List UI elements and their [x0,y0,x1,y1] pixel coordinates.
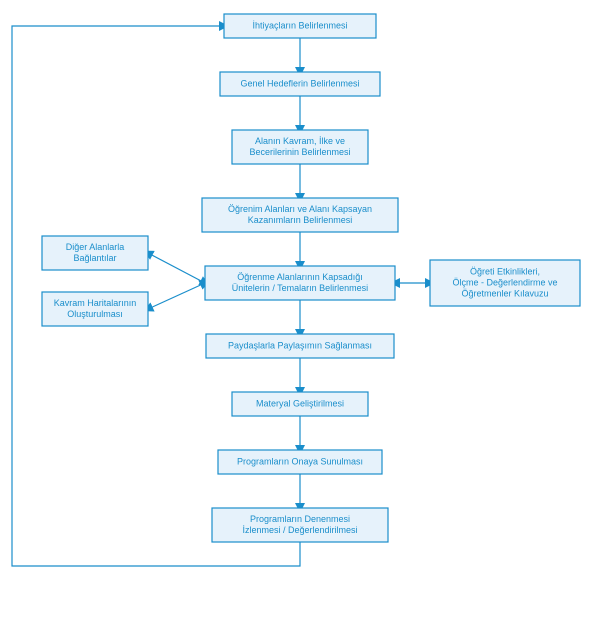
edge-bidirectional [148,283,205,309]
flow-node-n5: Öğrenme Alanlarının KapsadığıÜnitelerin … [205,266,395,300]
flow-node-l2: Kavram HaritalarınınOluşturulması [42,292,148,326]
node-label: Ünitelerin / Temaların Belirlenmesi [232,283,368,293]
node-label: Becerilerinin Belirlenmesi [249,147,350,157]
flow-node-n2: Genel Hedeflerin Belirlenmesi [220,72,380,96]
node-label: Programların Onaya Sunulması [237,456,363,466]
node-label: Programların Denenmesi [250,514,350,524]
node-label: Öğrenim Alanları ve Alanı Kapsayan [228,204,372,214]
node-label: Öğrenme Alanlarının Kapsadığı [237,272,363,282]
node-label: Diğer Alanlarla [66,242,125,252]
flow-node-n7: Materyal Geliştirilmesi [232,392,368,416]
node-label: Öğretmenler Kılavuzu [461,288,548,298]
flow-node-n8: Programların Onaya Sunulması [218,450,382,474]
flow-node-r1: Öğreti Etkinlikleri,Ölçme - Değerlendirm… [430,260,580,306]
flow-node-n6: Paydaşlarla Paylaşımın Sağlanması [206,334,394,358]
node-label: İzlenmesi / Değerlendirilmesi [242,525,357,535]
node-label: Ölçme - Değerlendirme ve [452,277,557,287]
node-label: İhtiyaçların Belirlenmesi [252,20,347,30]
node-label: Kazanımların Belirlenmesi [248,215,353,225]
flow-node-l1: Diğer AlanlarlaBağlantılar [42,236,148,270]
node-label: Öğreti Etkinlikleri, [470,266,540,276]
node-label: Alanın Kavram, İlke ve [255,136,345,146]
flow-node-n9: Programların Denenmesiİzlenmesi / Değerl… [212,508,388,542]
node-label: Bağlantılar [73,253,116,263]
node-label: Kavram Haritalarının [54,298,137,308]
flow-node-n1: İhtiyaçların Belirlenmesi [224,14,376,38]
flow-node-n3: Alanın Kavram, İlke veBecerilerinin Beli… [232,130,368,164]
flow-node-n4: Öğrenim Alanları ve Alanı KapsayanKazanı… [202,198,398,232]
flowchart-canvas: İhtiyaçların Belirlenmesi Genel Hedefleri… [0,0,597,624]
node-label: Materyal Geliştirilmesi [256,398,344,408]
node-label: Oluşturulması [67,309,123,319]
node-label: Genel Hedeflerin Belirlenmesi [240,78,359,88]
edge-bidirectional [148,253,205,283]
node-label: Paydaşlarla Paylaşımın Sağlanması [228,340,372,350]
